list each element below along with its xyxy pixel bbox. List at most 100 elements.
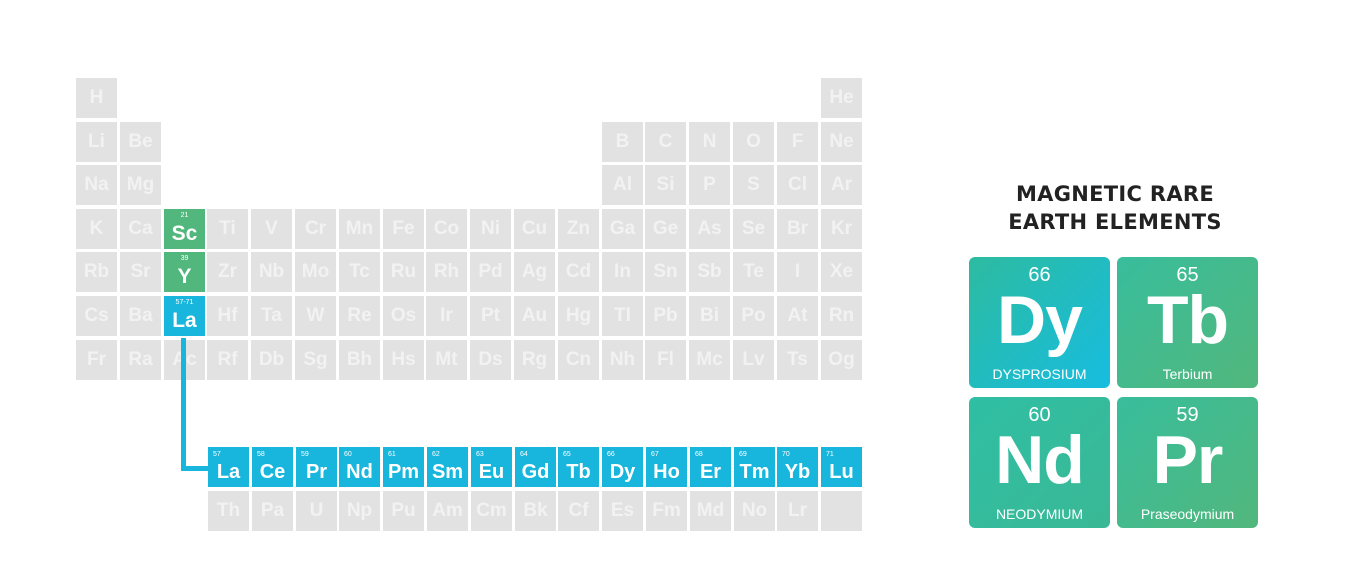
element-symbol: Nd [346,460,373,483]
element-symbol: Cm [476,500,507,521]
element-symbol: Hs [391,349,416,370]
element-cell-ti: Ti [207,209,248,249]
element-symbol: Pb [653,305,678,326]
element-symbol: Sb [697,261,722,282]
element-symbol: Na [84,174,109,195]
element-cell-bk: Bk [515,491,556,531]
element-cell-bh: Bh [339,340,380,380]
element-cell-pd: Pd [470,252,511,292]
element-cell-md: Md [690,491,731,531]
element-cell-mt: Mt [426,340,467,380]
element-cell-fe: Fe [383,209,424,249]
element-symbol: Bk [523,500,548,521]
element-cell-c: C [645,122,686,162]
element-cell-he: He [821,78,862,118]
element-cell-au: Au [514,296,555,336]
element-symbol: Fe [392,218,415,239]
element-card-praseodymium: 59 Pr Praseodymium [1117,397,1258,528]
element-symbol: Db [258,349,285,370]
element-cell-bi: Bi [689,296,730,336]
element-cell-y: 39 Y [164,252,205,292]
element-cell-cn: Cn [558,340,599,380]
element-cell-nh: Nh [602,340,643,380]
element-cell-eu: 63 Eu [471,447,512,487]
element-symbol: Rn [828,305,855,326]
element-cell-la: 57-71 La [164,296,205,336]
atomic-number: 63 [476,451,484,458]
element-symbol: Ar [830,174,853,195]
element-cell-rb: Rb [76,252,117,292]
element-cell-tl: Tl [602,296,643,336]
element-cell-sm: 62 Sm [427,447,468,487]
element-name: NEODYMIUM [995,506,1084,522]
element-symbol: Sg [303,349,328,370]
atomic-number: 64 [520,451,528,458]
element-cell-sr: Sr [120,252,161,292]
element-symbol: Cr [304,218,327,239]
element-cell-am: Am [427,491,468,531]
element-cell-ho: 67 Ho [646,447,687,487]
element-cell-th: Th [208,491,249,531]
element-symbol: At [787,305,808,326]
element-symbol: As [697,218,722,239]
atomic-number: 67 [651,451,659,458]
element-symbol: Pt [481,305,500,326]
element-symbol: Es [610,500,635,521]
element-symbol: Bi [700,305,719,326]
element-symbol: Br [786,218,809,239]
atomic-number: 21 [180,212,189,219]
element-cell-xe: Xe [821,252,862,292]
element-cell-ta: Ta [251,296,292,336]
element-cell-pt: Pt [470,296,511,336]
element-cell-as: As [689,209,730,249]
element-symbol: Rf [217,349,238,370]
element-symbol: Ti [219,218,236,239]
element-symbol: Eu [478,460,505,483]
element-symbol: N [702,131,717,152]
element-cell-hg: Hg [558,296,599,336]
element-symbol: I [794,261,801,282]
element-symbol: B [615,131,630,152]
atomic-number: 70 [782,451,790,458]
element-cell-ds: Ds [470,340,511,380]
element-symbol: Au [521,305,548,326]
element-symbol: Fl [657,349,674,370]
element-symbol: Yb [784,460,811,483]
atomic-number: 57-71 [175,299,194,306]
element-cell-ag: Ag [514,252,555,292]
element-symbol: La [172,309,197,332]
element-symbol: Tc [349,261,370,282]
element-cell-fl: Fl [645,340,686,380]
element-symbol: Al [613,174,632,195]
element-symbol: Zn [566,218,591,239]
element-cell-cu: Cu [514,209,555,249]
element-cell-no: No [734,491,775,531]
element-symbol: Og [828,349,855,370]
element-symbol: Cf [568,500,589,521]
element-symbol: Tb [1146,282,1229,358]
element-symbol: P [703,174,716,195]
element-symbol: Cl [788,174,807,195]
element-cell-hf: Hf [207,296,248,336]
element-symbol: Zr [218,261,237,282]
element-cell-mn: Mn [339,209,380,249]
element-symbol: V [265,218,278,239]
element-symbol: Ca [128,218,153,239]
element-cell-ge: Ge [645,209,686,249]
element-symbol: Li [88,131,105,152]
atomic-number: 39 [180,255,189,262]
element-symbol: Ce [259,460,286,483]
element-symbol: Sm [431,460,464,483]
element-symbol: S [747,174,760,195]
atomic-number: 69 [739,451,747,458]
element-symbol: Ag [521,261,548,282]
element-cell-la: 57 La [208,447,249,487]
element-symbol: Po [741,305,766,326]
element-cell-p: P [689,165,730,205]
element-card-neodymium: 60 Nd NEODYMIUM [969,397,1110,528]
element-symbol: Sn [653,261,678,282]
element-cell-lr: Lr [777,491,818,531]
element-cell-cd: Cd [558,252,599,292]
element-cell-zr: Zr [207,252,248,292]
element-cell-si: Si [645,165,686,205]
